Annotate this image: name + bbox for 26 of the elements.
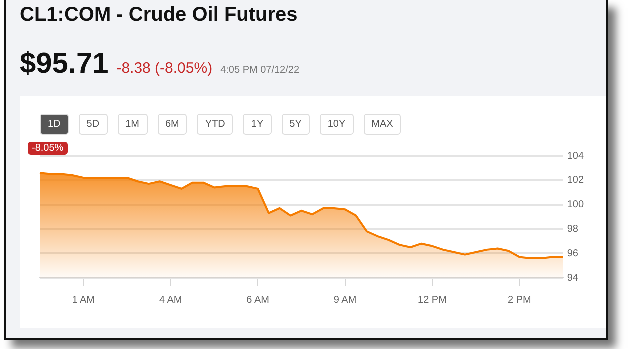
text: 5D (78, 114, 108, 135)
text: 4:05 PM 07/12/22 (220, 65, 300, 76)
x-tick-label: 12 PM (418, 294, 447, 306)
y-tick-label: 104 (567, 150, 584, 162)
text: 5Y (282, 114, 310, 135)
x-tick-label: 2 PM (508, 294, 532, 306)
x-tick-label: 1 AM (72, 294, 96, 306)
y-tick-label: 98 (567, 224, 579, 235)
text: 1M (118, 114, 148, 135)
text: 1Y (243, 114, 272, 135)
text: 6M (158, 114, 188, 135)
chart-title: CL1:COM - Crude Oil Futures (20, 4, 298, 27)
y-tick-label: 94 (567, 272, 579, 284)
text: -8.38 (-8.05%) (116, 60, 213, 77)
x-tick-label: 9 AM (334, 294, 357, 306)
text: MAX (364, 114, 402, 135)
x-tick-label: 6 AM (246, 294, 270, 306)
text: -8.05% (28, 142, 68, 155)
chart-subtitle: $95.71 (20, 48, 109, 81)
x-tick-label: 4 AM (159, 294, 182, 306)
y-tick-label: 102 (567, 175, 584, 186)
text: 1D (40, 114, 69, 135)
y-tick-label: 96 (567, 248, 579, 260)
y-tick-label: 100 (567, 200, 584, 211)
text: 10Y (320, 114, 354, 135)
text: YTD (197, 114, 234, 135)
